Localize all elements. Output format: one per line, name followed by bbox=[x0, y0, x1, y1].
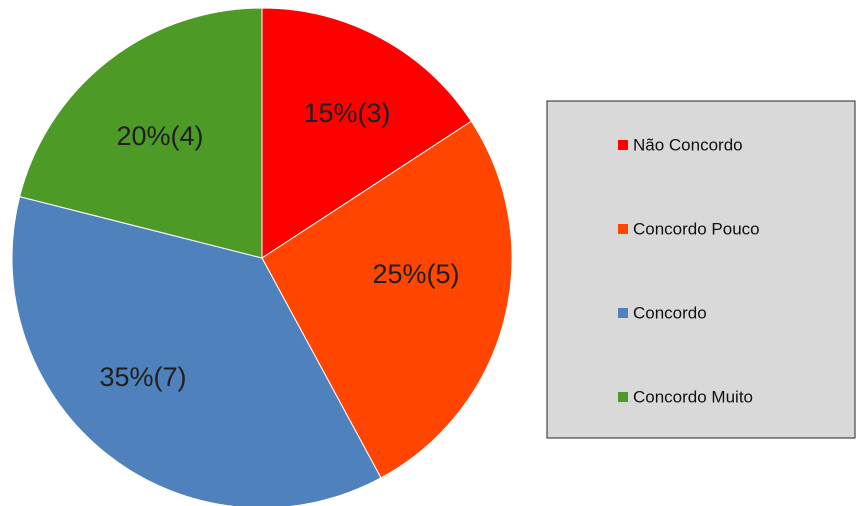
legend-swatch bbox=[618, 392, 628, 402]
legend-swatch bbox=[618, 224, 628, 234]
legend-label: Concordo Muito bbox=[633, 388, 753, 407]
legend-label: Não Concordo bbox=[633, 136, 743, 155]
legend-entry: Não Concordo bbox=[618, 136, 743, 155]
pie-data-label-1: 15%(3) bbox=[303, 98, 390, 128]
pie-slice-3 bbox=[11, 196, 382, 506]
legend-entry: Concordo Muito bbox=[618, 388, 753, 407]
legend-box bbox=[546, 100, 856, 439]
pie-data-label-3: 35%(7) bbox=[99, 362, 186, 392]
pie-slice-1 bbox=[261, 7, 472, 259]
legend-entry: Concordo Pouco bbox=[618, 220, 760, 239]
legend-entry: Concordo bbox=[618, 304, 707, 323]
pie-data-labels: 15%(3) 25%(5) 35%(7) 20%(4) bbox=[99, 98, 459, 392]
pie-data-label-4: 20%(4) bbox=[116, 121, 203, 151]
legend-swatch bbox=[618, 308, 628, 318]
legend-label: Concordo Pouco bbox=[633, 220, 760, 239]
legend-label: Concordo bbox=[633, 304, 707, 323]
pie-slice-4 bbox=[19, 7, 263, 259]
pie-data-label-2: 25%(5) bbox=[372, 259, 459, 289]
pie-slices bbox=[11, 7, 513, 506]
legend-swatch bbox=[618, 140, 628, 150]
pie-slice-2 bbox=[261, 120, 513, 479]
legend: Não Concordo Concordo Pouco Concordo Concor… bbox=[546, 100, 856, 439]
